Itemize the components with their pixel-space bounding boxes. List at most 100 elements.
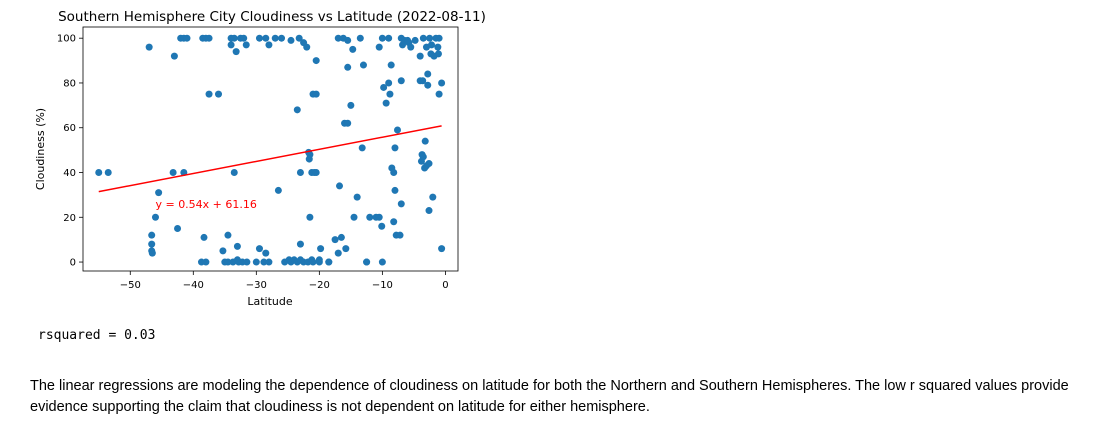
x-axis: −50 −40 −30 −20 −10 0	[120, 271, 449, 291]
data-point	[356, 34, 364, 42]
data-point	[240, 34, 248, 42]
data-point	[312, 90, 320, 98]
data-point	[378, 34, 386, 42]
data-point	[202, 258, 210, 266]
x-axis-label: Latitude	[247, 295, 293, 308]
markdown-paragraph: The linear regressions are modeling the …	[30, 378, 1069, 415]
data-point	[353, 193, 361, 201]
data-point	[438, 245, 446, 253]
data-point	[337, 233, 345, 241]
data-point	[104, 169, 112, 177]
data-point	[227, 41, 235, 49]
data-point	[424, 81, 432, 89]
data-point	[255, 34, 263, 42]
x-tick-label: −30	[246, 280, 267, 291]
data-point	[230, 34, 238, 42]
data-point	[344, 63, 352, 71]
data-point	[428, 41, 436, 49]
data-point	[309, 258, 317, 266]
data-point	[434, 43, 442, 51]
data-point	[232, 48, 240, 56]
data-point	[293, 106, 301, 114]
data-point	[151, 213, 159, 221]
data-point	[429, 193, 437, 201]
data-point	[334, 249, 342, 257]
data-point	[438, 79, 446, 87]
data-point	[336, 182, 344, 190]
data-point	[387, 61, 395, 69]
data-point	[306, 213, 314, 221]
data-point	[315, 256, 323, 264]
data-point	[260, 258, 268, 266]
data-point	[252, 258, 260, 266]
y-tick-label: 40	[63, 168, 76, 179]
x-tick-label: 0	[442, 280, 448, 291]
y-tick-label: 20	[63, 213, 76, 224]
y-tick-label: 0	[70, 258, 76, 269]
data-point	[95, 169, 103, 177]
data-point	[312, 57, 320, 65]
data-point	[145, 43, 153, 51]
data-point	[295, 34, 303, 42]
data-point	[419, 153, 427, 161]
data-point	[397, 77, 405, 85]
data-point	[170, 52, 178, 60]
data-point	[424, 70, 432, 78]
regression-equation-label: y = 0.54x + 61.16	[155, 198, 256, 211]
data-point	[274, 186, 282, 194]
data-point	[262, 34, 270, 42]
scatter-points	[95, 34, 446, 266]
data-point	[148, 231, 156, 239]
data-point	[200, 233, 208, 241]
data-point	[317, 245, 325, 253]
data-point	[155, 189, 163, 197]
chart-title: Southern Hemisphere City Cloudiness vs L…	[58, 9, 486, 25]
data-point	[426, 34, 434, 42]
data-point	[378, 258, 386, 266]
x-tick-label: −20	[309, 280, 330, 291]
data-point	[334, 34, 342, 42]
data-point	[391, 186, 399, 194]
data-point	[174, 224, 182, 232]
data-point	[380, 83, 388, 91]
data-point	[224, 231, 232, 239]
data-point	[425, 207, 433, 215]
data-point	[359, 61, 367, 69]
data-point	[205, 34, 213, 42]
data-point	[378, 222, 386, 230]
data-point	[363, 258, 371, 266]
data-point	[385, 34, 393, 42]
data-point	[325, 258, 333, 266]
data-point	[255, 245, 263, 253]
x-tick-label: −10	[372, 280, 393, 291]
y-tick-label: 80	[63, 78, 76, 89]
data-point	[312, 169, 320, 177]
data-point	[205, 90, 213, 98]
data-point	[349, 45, 357, 53]
data-point	[296, 240, 304, 248]
y-tick-label: 100	[57, 34, 76, 45]
data-point	[265, 41, 273, 49]
data-point	[385, 79, 393, 87]
data-point	[375, 213, 383, 221]
data-point	[434, 50, 442, 58]
data-point	[347, 101, 355, 109]
data-point	[230, 169, 238, 177]
cell-output-text: rsquared = 0.03	[38, 328, 156, 343]
y-axis-label: Cloudiness (%)	[34, 108, 47, 190]
data-point	[425, 160, 433, 168]
data-point	[421, 137, 429, 145]
data-point	[393, 126, 401, 134]
data-point	[344, 119, 352, 127]
data-point	[407, 43, 415, 51]
data-point	[342, 245, 350, 253]
data-point	[397, 200, 405, 208]
regression-line	[98, 125, 442, 193]
data-point	[391, 144, 399, 152]
data-point	[419, 34, 427, 42]
data-point	[390, 218, 398, 226]
data-point	[435, 90, 443, 98]
data-point	[386, 90, 394, 98]
scatter-chart: Southern Hemisphere City Cloudiness vs L…	[34, 9, 486, 308]
data-point	[265, 258, 273, 266]
